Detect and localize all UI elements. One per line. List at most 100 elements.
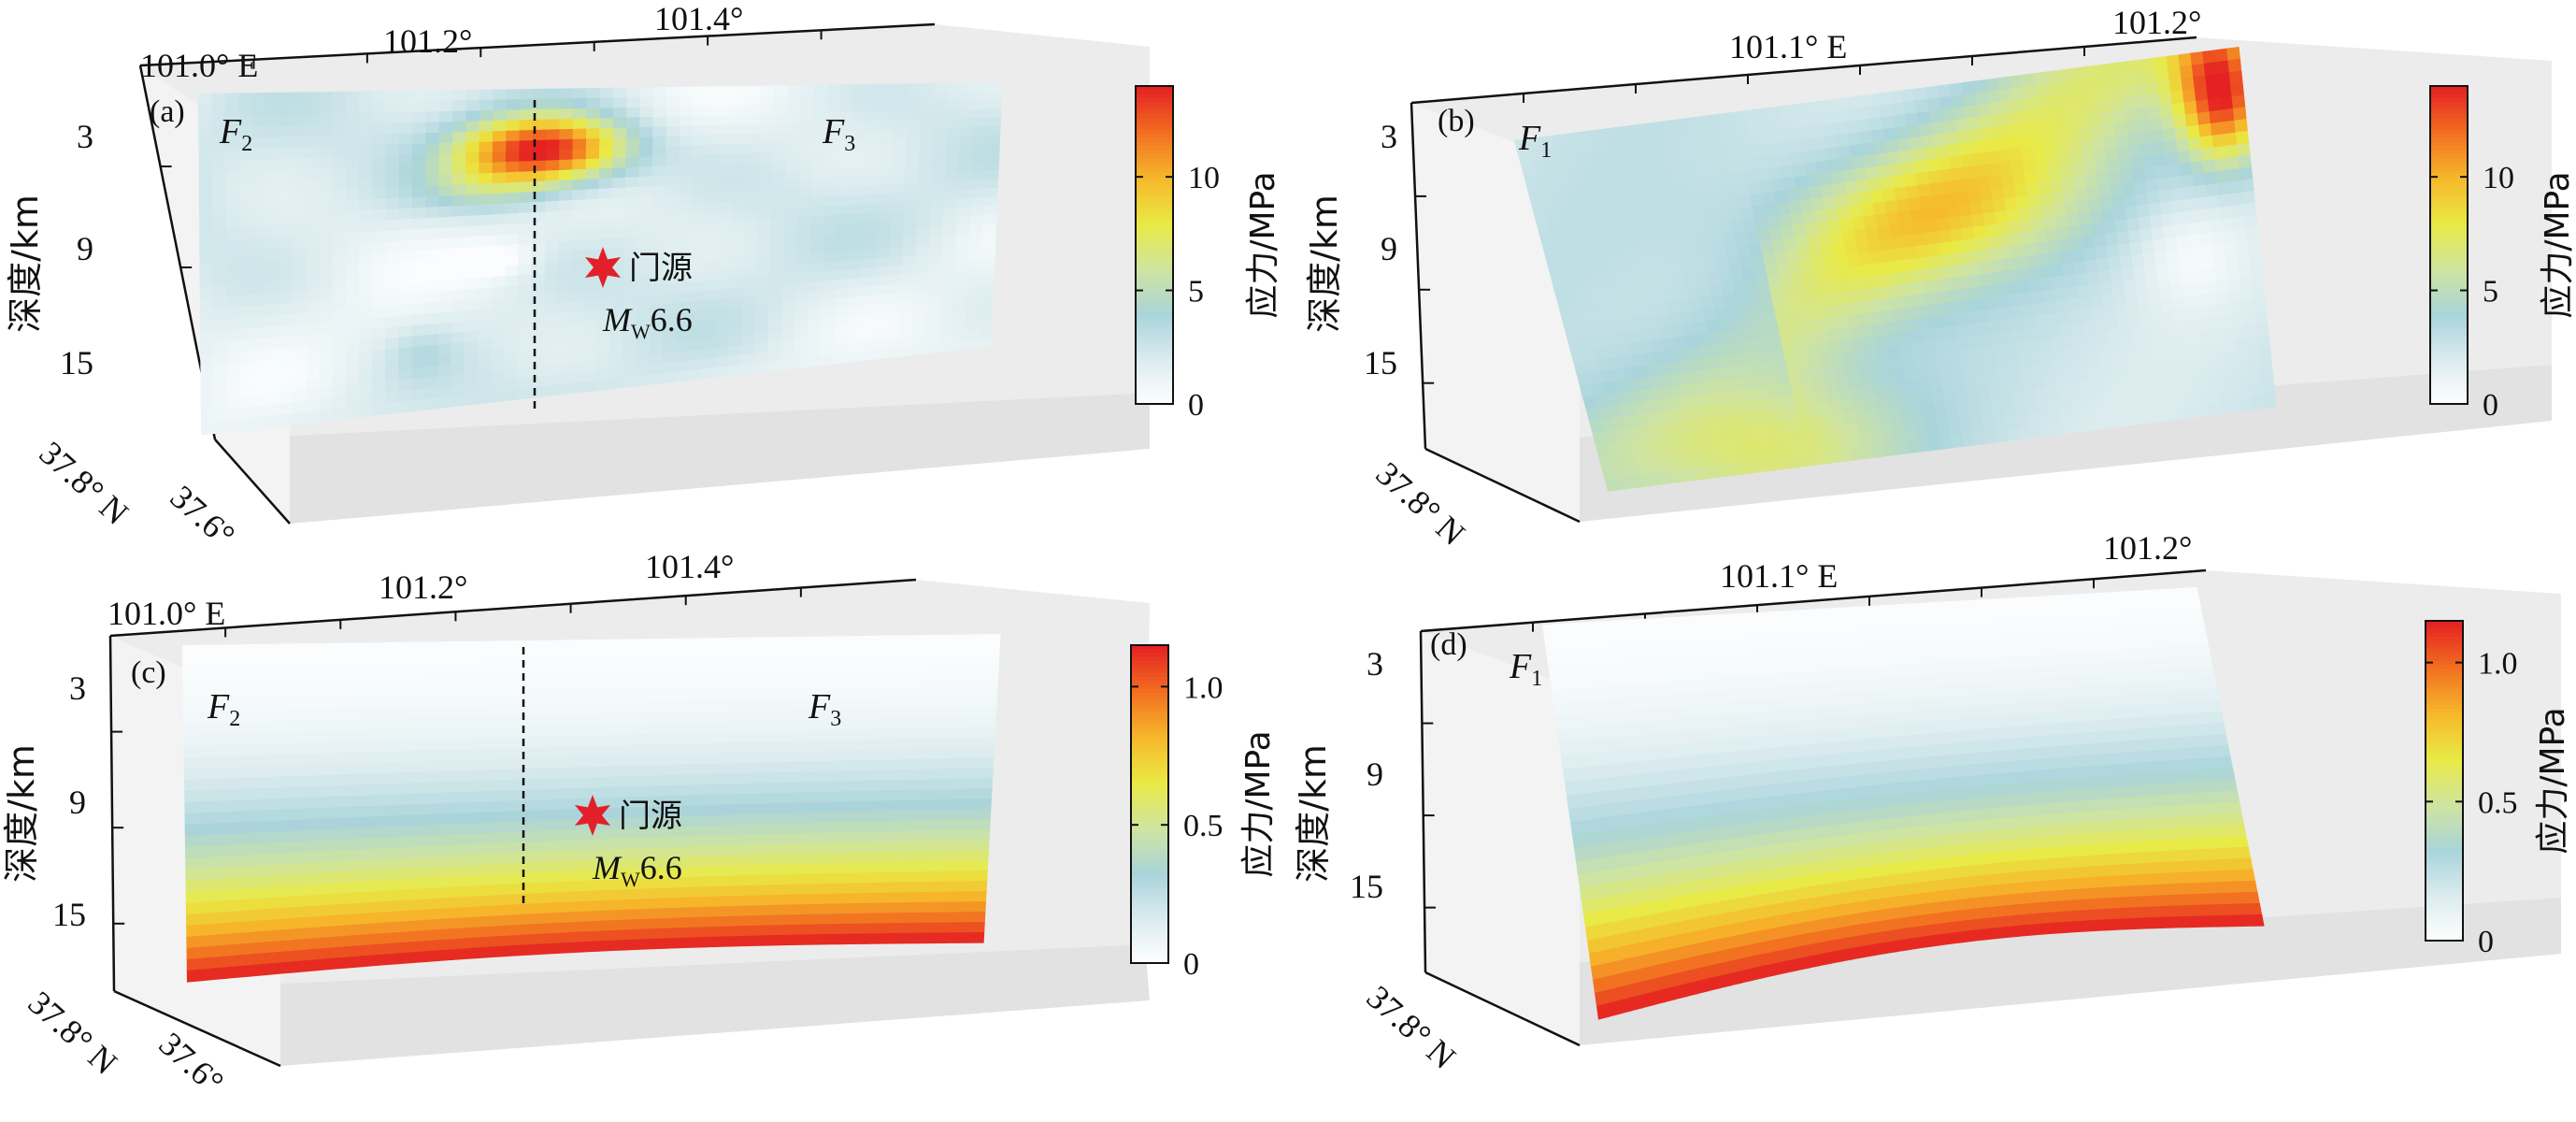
stress-cell [583, 309, 598, 322]
stress-cell [563, 693, 578, 705]
stress-cell [1747, 399, 1763, 413]
stress-cell [730, 239, 745, 252]
stress-cell [547, 798, 563, 811]
stress-cell [1601, 466, 1617, 481]
stress-cell [706, 124, 721, 137]
stress-cell [1601, 188, 1617, 202]
stress-cell [250, 732, 265, 745]
stress-cell [1715, 149, 1731, 164]
stress-cell [279, 917, 293, 931]
stress-cell [1564, 325, 1580, 340]
stress-cell [1532, 160, 1549, 175]
stress-cell [2125, 120, 2140, 135]
stress-cell [506, 914, 521, 927]
stress-cell [292, 819, 307, 832]
stress-cell [583, 289, 598, 302]
stress-cell [292, 841, 307, 854]
stress-cell [240, 406, 254, 420]
stress-cell [786, 122, 801, 134]
stress-cell [798, 160, 813, 171]
stress-cell [575, 755, 590, 769]
stress-cell [1614, 427, 1630, 442]
stress-cell [618, 639, 633, 651]
stress-cell [196, 734, 212, 747]
stress-cell [199, 240, 214, 253]
stress-cell [1659, 374, 1675, 388]
stress-cell [860, 322, 875, 334]
stress-cell [332, 741, 347, 754]
stress-cell [346, 827, 361, 841]
fault-label: F2 [219, 112, 252, 156]
stress-cell [359, 729, 374, 742]
stress-cell [556, 342, 571, 355]
stress-cell [927, 280, 942, 292]
stress-cell [2064, 116, 2079, 131]
stress-cell [1612, 282, 1628, 297]
stress-cell [821, 298, 836, 310]
stress-cell [706, 144, 721, 155]
stress-cell [741, 334, 756, 346]
stress-cell [506, 904, 521, 916]
stress-cell [2178, 52, 2193, 67]
stress-cell [1724, 450, 1739, 465]
stress-cell [359, 664, 374, 677]
stress-cell [465, 278, 479, 291]
stress-cell [780, 339, 795, 352]
stress-cell [451, 321, 465, 334]
stress-cell [603, 702, 618, 715]
stress-cell [1746, 121, 1762, 136]
stress-cell [2222, 326, 2236, 341]
stress-cell [292, 786, 307, 799]
stress-cell [2077, 369, 2092, 384]
stress-cell [2024, 169, 2039, 184]
stress-cell [800, 94, 815, 105]
stress-cell [2202, 159, 2217, 174]
stress-cell [1656, 362, 1672, 377]
stress-cell [265, 214, 280, 227]
stress-cell [306, 894, 321, 907]
stress-cell [893, 129, 908, 139]
stress-cell [967, 250, 982, 261]
stress-cell [2135, 192, 2149, 207]
stress-cell [795, 263, 810, 275]
stress-cell [747, 94, 762, 106]
stress-cell [2190, 258, 2205, 272]
stress-cell [2086, 271, 2101, 286]
stress-cell [2136, 374, 2150, 389]
stress-cell [933, 109, 949, 121]
stress-cell [1529, 196, 1546, 211]
stress-cell [2202, 50, 2217, 65]
stress-cell [478, 297, 493, 310]
stress-cell [210, 767, 225, 780]
stress-cell [899, 318, 914, 330]
stress-cell [1700, 138, 1716, 153]
stress-cell [2174, 321, 2189, 336]
stress-cell [979, 293, 994, 304]
stress-cell [1636, 231, 1653, 246]
stress-cell [957, 180, 972, 191]
stress-cell [411, 345, 426, 359]
stress-cell [398, 197, 413, 209]
stress-cell [730, 229, 745, 241]
stress-cell [586, 108, 601, 120]
stress-cell [703, 251, 718, 263]
stress-cell [1657, 168, 1674, 183]
stress-cell [504, 347, 519, 360]
stress-cell [1581, 251, 1596, 266]
stress-cell [478, 329, 493, 342]
colorbar-swatch [1136, 213, 1173, 219]
stress-cell [199, 263, 214, 277]
stress-cell [279, 147, 293, 160]
stress-cell [1781, 285, 1796, 300]
stress-cell [359, 675, 374, 688]
stress-cell [2170, 90, 2185, 105]
stress-cell [1538, 232, 1555, 247]
stress-cell [1746, 290, 1762, 305]
stress-cell [451, 152, 466, 165]
stress-cell [1710, 343, 1726, 357]
colorbar-swatch [1136, 367, 1173, 373]
stress-cell [544, 302, 558, 315]
stress-cell [2021, 231, 2036, 246]
colorbar-swatch [1136, 256, 1173, 262]
stress-cell [225, 866, 240, 880]
